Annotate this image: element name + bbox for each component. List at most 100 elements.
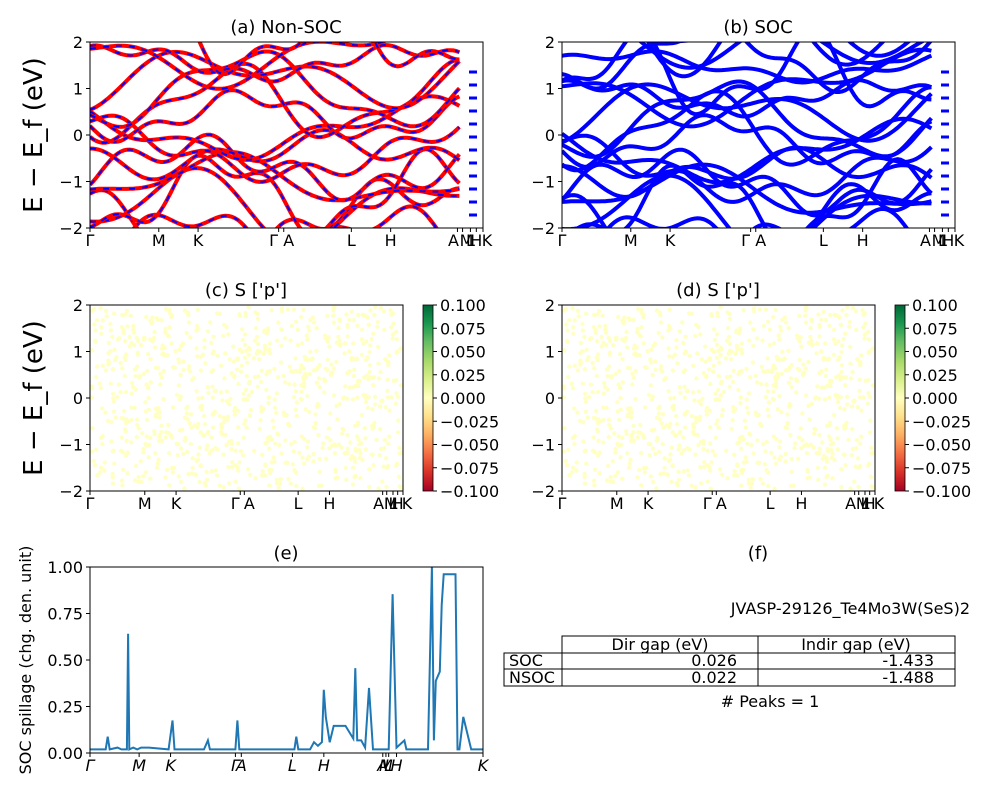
spin-point xyxy=(589,336,594,341)
spin-point xyxy=(620,476,625,481)
spin-point xyxy=(696,443,701,448)
spin-point xyxy=(724,338,730,343)
spin-point xyxy=(614,335,619,340)
spin-point xyxy=(133,387,138,392)
spin-point xyxy=(586,355,591,360)
spin-point xyxy=(596,438,601,443)
spin-point xyxy=(233,463,238,468)
spin-point xyxy=(344,477,349,482)
spin-point xyxy=(227,357,233,362)
spin-point xyxy=(859,434,864,439)
spin-point xyxy=(713,435,718,440)
spin-point xyxy=(602,384,608,389)
spin-point xyxy=(766,368,771,374)
spin-point xyxy=(394,337,399,342)
spin-point xyxy=(269,308,274,313)
spin-point xyxy=(808,325,813,331)
spin-point xyxy=(739,467,744,473)
x-tick-label: H xyxy=(857,231,869,250)
spin-point xyxy=(613,450,618,455)
spin-point xyxy=(766,413,771,419)
spin-point xyxy=(293,389,299,394)
y-tick-label: −2 xyxy=(531,482,555,501)
spin-point xyxy=(396,418,401,423)
spin-point xyxy=(670,430,675,435)
band-line-dash xyxy=(90,58,460,144)
spin-point xyxy=(202,414,207,419)
spin-point xyxy=(843,383,848,388)
spin-point xyxy=(235,408,241,414)
spin-point xyxy=(257,426,262,431)
spin-point xyxy=(300,455,305,460)
spin-point xyxy=(693,452,698,457)
spin-point xyxy=(609,374,614,379)
spin-point xyxy=(256,374,261,379)
spin-point xyxy=(258,379,264,385)
spin-point xyxy=(815,465,820,471)
spin-point xyxy=(170,364,176,370)
spin-point xyxy=(743,455,748,460)
spin-point xyxy=(129,440,134,445)
spin-point xyxy=(398,383,404,388)
spin-point xyxy=(214,447,220,452)
spin-point xyxy=(118,360,123,366)
spin-point xyxy=(294,483,299,489)
spin-point xyxy=(358,476,363,481)
spin-point xyxy=(725,326,731,331)
spin-point xyxy=(580,321,585,327)
spin-point xyxy=(135,422,140,428)
spin-point xyxy=(246,304,251,310)
spillage-ylabel: SOC spillage (chg. den. unit) xyxy=(16,546,35,775)
spin-point xyxy=(92,463,98,468)
spin-point xyxy=(765,356,770,361)
spin-point xyxy=(777,337,782,342)
spin-point xyxy=(123,312,128,317)
spin-point xyxy=(367,363,373,368)
spin-point xyxy=(755,380,760,385)
spin-point xyxy=(135,352,140,357)
spin-point xyxy=(675,361,680,366)
spin-point xyxy=(575,308,581,314)
colorbar-tick-label: −0.050 xyxy=(912,436,971,455)
spin-point xyxy=(267,446,272,451)
spin-point xyxy=(289,442,294,447)
spin-point xyxy=(565,338,570,343)
spin-point xyxy=(131,323,136,329)
spin-point xyxy=(271,455,276,460)
spin-point xyxy=(859,408,864,413)
spin-point xyxy=(674,345,679,350)
spin-point xyxy=(367,350,372,355)
table-row-label: SOC xyxy=(509,651,543,670)
x-tick-label: L xyxy=(294,494,303,513)
spin-point xyxy=(322,333,328,338)
spin-point xyxy=(188,335,193,340)
spin-point xyxy=(772,486,777,491)
spin-point xyxy=(802,370,807,376)
y-tick-label: 2 xyxy=(73,296,83,315)
spin-point xyxy=(383,404,389,410)
spin-point xyxy=(585,415,590,420)
spin-point xyxy=(236,425,241,430)
spin-point xyxy=(283,336,288,341)
spin-point xyxy=(792,441,798,446)
spin-point xyxy=(347,385,353,390)
spin-point xyxy=(657,404,662,409)
spin-point xyxy=(387,434,392,439)
spin-point xyxy=(376,376,382,381)
spin-point xyxy=(386,359,391,365)
spin-point xyxy=(161,396,166,402)
spin-point xyxy=(370,426,375,431)
spin-point xyxy=(747,375,753,380)
spin-point xyxy=(666,389,671,394)
spin-point xyxy=(605,387,610,392)
spin-point xyxy=(685,388,690,393)
spin-point xyxy=(570,465,576,470)
spin-point xyxy=(629,433,634,438)
spin-point xyxy=(667,307,672,312)
band-line xyxy=(562,42,932,117)
y-tick-label: 1.00 xyxy=(47,558,83,577)
spin-point xyxy=(572,318,577,323)
spin-point xyxy=(800,438,805,443)
spin-point xyxy=(93,338,98,343)
spin-point xyxy=(854,446,859,451)
